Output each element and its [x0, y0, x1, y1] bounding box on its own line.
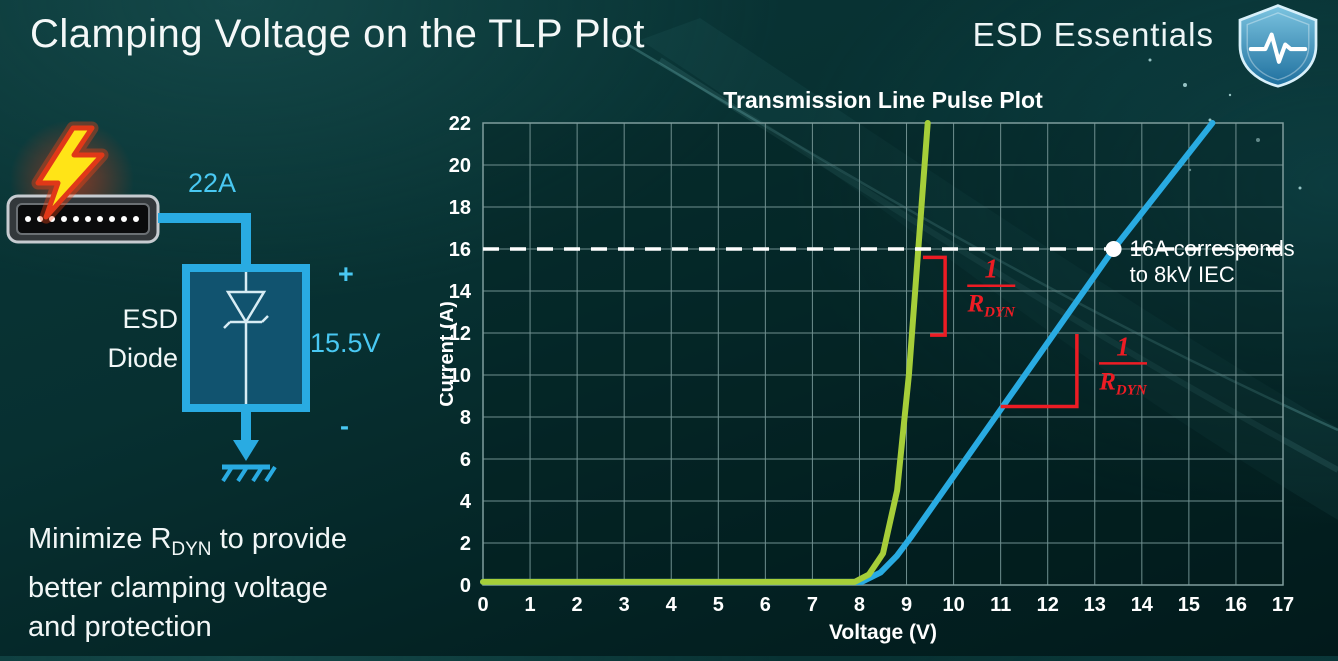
- device-label-line2: Diode: [107, 343, 178, 373]
- shield-shape: [1238, 4, 1318, 88]
- tlp-chart-svg: 0 1 2 3 4 5 6 7 8 9 10 11 12 13 14 15 16 1702468101214161…: [436, 87, 1295, 644]
- y-tick-label: 16: [449, 239, 471, 261]
- y-tick-label: 20: [449, 155, 471, 177]
- y-tick-label: 22: [449, 113, 471, 135]
- y-tick-label: 2: [460, 533, 471, 555]
- slide-title: Clamping Voltage on the TLP Plot: [30, 12, 645, 56]
- iec-marker-dot: [1105, 241, 1122, 257]
- y-tick-label: 0: [460, 575, 471, 597]
- surge-current-label: 22A: [188, 168, 236, 198]
- footer-note: Minimize RDYN to provide better clamping…: [28, 520, 347, 647]
- minus-label: -: [340, 411, 349, 441]
- lightning-bolt-icon: [31, 121, 109, 224]
- x-tick-label: 2: [572, 594, 583, 616]
- plus-label: +: [338, 259, 354, 289]
- series-esd-diode-low-rdyn: [480, 120, 931, 585]
- tlp-chart: 0 1 2 3 4 5 6 7 8 9 10 11 12 13 14 15 16 17 0 2 4 6 8 10 12 14 16 1…: [436, 87, 1338, 656]
- hdmi-connector-icon: [6, 194, 160, 244]
- footer-line1-sub: DYN: [171, 538, 212, 560]
- y-axis-label: Current (A): [440, 301, 458, 407]
- y-tick-label: 10: [449, 365, 471, 387]
- x-tick-label: 1: [524, 594, 535, 616]
- swoosh-line-soft: [658, 57, 1338, 473]
- footer-line1-post: to provide: [211, 523, 347, 555]
- x-tick-label: 17: [1272, 594, 1294, 616]
- y-tick-label: 8: [460, 407, 471, 429]
- x-tick-label: 3: [619, 594, 630, 616]
- clamp-voltage-label: 15.5V: [310, 328, 381, 358]
- svg-text:RDYN: RDYN: [1098, 368, 1148, 398]
- y-tick-label: 4: [460, 491, 472, 513]
- shield-inner-outline: [1246, 12, 1310, 81]
- x-tick-label: 14: [1131, 594, 1154, 616]
- surge-wire: [158, 213, 251, 268]
- rdyn-slope-marker: [923, 255, 947, 337]
- svg-text:1: 1: [1116, 331, 1130, 361]
- x-tick-label: 5: [713, 594, 724, 616]
- hdmi-pins: [25, 216, 139, 222]
- x-tick-label: 8: [854, 594, 865, 616]
- x-tick-label: 16: [1225, 594, 1247, 616]
- footer-line-2: better clamping voltage: [28, 571, 328, 604]
- esd-circuit-diagram: 22A ESD Diode + 15.5V -: [6, 120, 381, 483]
- footer-line-1: Minimize RDYN to provide: [28, 520, 347, 569]
- device-label-line1: ESD: [122, 304, 178, 334]
- rdyn-fraction-label: 1 RDYN: [1098, 331, 1148, 398]
- iec-marker-label-line1: 16A corresponds: [1130, 236, 1295, 261]
- ground-symbol-icon: [221, 440, 277, 483]
- zener-diode-symbol-icon: [223, 272, 269, 404]
- rdyn-slope-marker: [1000, 334, 1079, 409]
- y-tick-label: 6: [460, 449, 471, 471]
- footer-line-3: and protection: [28, 610, 212, 643]
- chart-title: Transmission Line Pulse Plot: [723, 90, 1043, 113]
- brand-title: ESD Essentials: [972, 16, 1214, 53]
- plot-area: [483, 123, 1283, 585]
- plot-border: [482, 122, 1284, 586]
- y-tick-label: 12: [449, 323, 471, 345]
- pulse-line-icon: [1248, 32, 1308, 64]
- y-tick-label: 18: [449, 197, 471, 219]
- x-tick-label: 15: [1178, 594, 1200, 616]
- x-tick-label: 7: [807, 594, 818, 616]
- sparkle-dots: [1118, 40, 1302, 190]
- x-tick-label: 10: [942, 594, 964, 616]
- x-tick-label: 4: [666, 594, 678, 616]
- y-tick-label: 14: [449, 281, 472, 303]
- iec-marker-label-line2: to 8kV IEC: [1130, 262, 1235, 287]
- x-axis-label: Voltage (V): [829, 621, 937, 644]
- svg-text:1: 1: [984, 254, 998, 284]
- x-tick-label: 6: [760, 594, 771, 616]
- x-tick-label: 12: [1037, 594, 1059, 616]
- x-tick-label: 11: [990, 594, 1011, 616]
- footer-line1-pre: Minimize R: [28, 523, 172, 555]
- x-tick-label: 13: [1084, 594, 1106, 616]
- x-tick-label: 0: [477, 594, 488, 616]
- x-tick-label: 9: [901, 594, 912, 616]
- swoosh-band: [640, 18, 1338, 520]
- shield-logo-icon: [1238, 4, 1318, 88]
